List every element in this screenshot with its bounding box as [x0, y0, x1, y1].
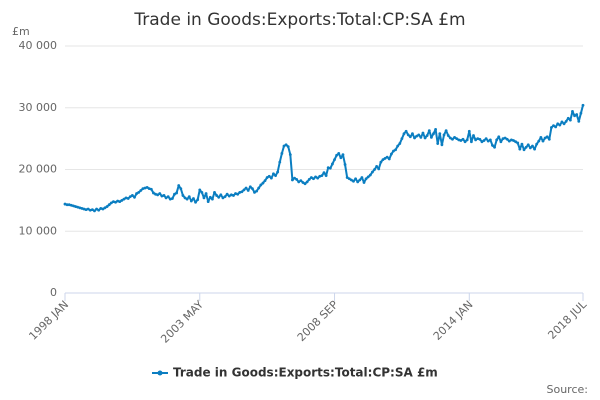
y-tick-label: 20 000 [19, 163, 58, 176]
x-tick-label: 2008 SEP [295, 298, 341, 344]
x-tick-label: 1998 JAN [26, 298, 71, 343]
y-tick-label: 10 000 [19, 224, 58, 237]
x-tick-label: 2003 MAY [158, 298, 206, 346]
y-axis-label: £m [12, 25, 30, 38]
data-line [63, 103, 585, 213]
source: Source: [547, 383, 589, 396]
x-tick-label: 2014 JAN [431, 298, 476, 343]
legend-text: Trade in Goods:Exports:Total:CP:SA £m [173, 366, 438, 380]
x-tick-label: 2018 JUL [545, 297, 589, 341]
chart-title: Trade in Goods:Exports:Total:CP:SA £m [133, 10, 465, 30]
legend-marker [157, 370, 163, 376]
y-tick-label: 0 [50, 286, 57, 299]
y-tick-label: 40 000 [19, 39, 58, 52]
y-tick-label: 30 000 [19, 101, 58, 114]
